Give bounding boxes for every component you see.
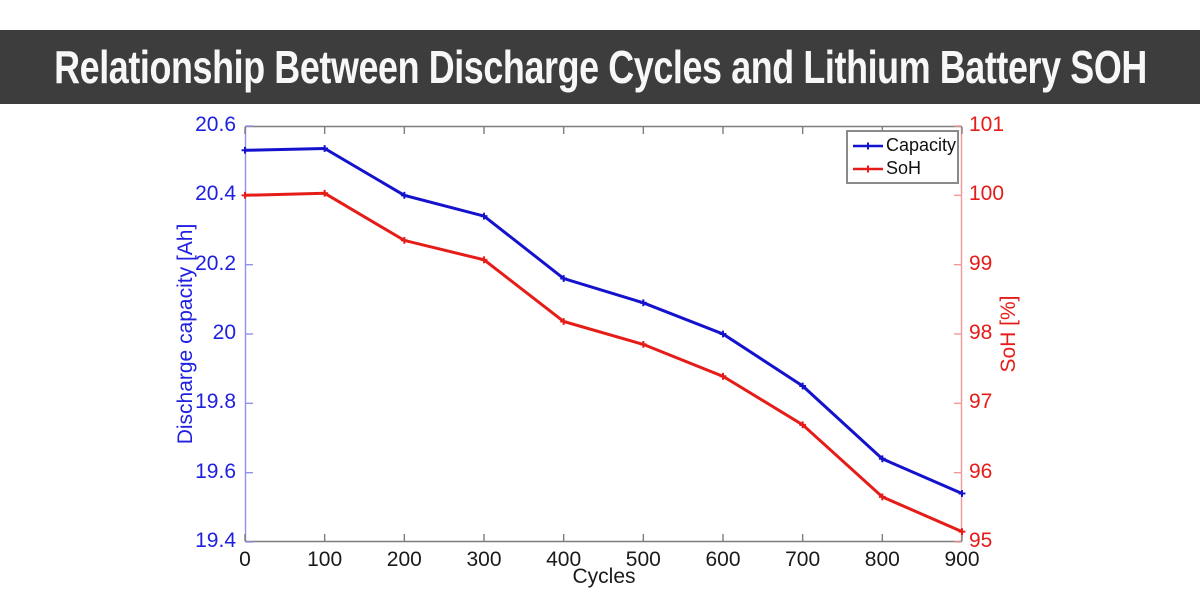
y-tick-label-left: 19.4 xyxy=(195,529,236,552)
x-tick-label: 300 xyxy=(466,548,502,571)
capacity-marker xyxy=(719,330,727,338)
legend-row: Capacity xyxy=(852,134,957,157)
legend-row: SoH xyxy=(852,157,955,180)
soh-marker xyxy=(958,528,966,535)
y-axis-label-right: SoH [%] xyxy=(997,295,1020,373)
soh-marker xyxy=(480,256,488,264)
x-tick-label: 200 xyxy=(386,548,422,571)
legend-label: Capacity xyxy=(886,135,957,155)
y-tick-label-right: 101 xyxy=(969,113,1005,136)
y-tick-label-left: 19.6 xyxy=(195,459,236,483)
soh-marker xyxy=(560,318,568,325)
capacity-marker xyxy=(480,212,488,220)
x-tick-label: 600 xyxy=(705,548,741,571)
y-tick-label-right: 98 xyxy=(969,321,993,344)
chart-plot-area xyxy=(241,125,966,543)
capacity-marker xyxy=(241,146,249,154)
capacity-marker xyxy=(321,145,329,152)
soh-line xyxy=(244,191,963,533)
y-tick-label-left: 20.4 xyxy=(195,182,236,206)
y-tick-label-right: 99 xyxy=(969,251,993,275)
page-title: Relationship Between Discharge Cycles an… xyxy=(53,41,1147,93)
title-banner: Relationship Between Discharge Cycles an… xyxy=(0,30,1200,104)
x-axis-label: Cycles xyxy=(572,565,636,588)
soh-marker xyxy=(400,237,408,244)
x-tick-label: 0 xyxy=(239,548,251,571)
y-tick-label-right: 95 xyxy=(969,529,993,552)
soh-marker xyxy=(878,493,886,501)
legend-marker-icon xyxy=(864,165,872,172)
capacity-marker xyxy=(878,455,886,463)
legend: Capacity SoH xyxy=(846,130,959,184)
y-tick-label-left: 20 xyxy=(212,321,236,344)
y-tick-label-right: 96 xyxy=(969,459,993,483)
legend-label: SoH xyxy=(886,158,922,178)
y-tick-label-right: 100 xyxy=(969,182,1005,206)
y-tick-label-right: 97 xyxy=(969,390,993,414)
x-tick-label: 400 xyxy=(546,548,582,571)
soh-marker xyxy=(719,372,727,380)
soh-marker xyxy=(241,191,249,199)
legend-marker-icon xyxy=(864,142,872,149)
y-tick-label-left: 20.2 xyxy=(195,251,236,275)
x-tick-label: 500 xyxy=(625,548,661,571)
y-tick-label-left: 20.6 xyxy=(195,113,236,136)
x-tick-label: 700 xyxy=(785,548,821,571)
soh-marker xyxy=(321,189,329,197)
capacity-marker xyxy=(400,191,408,199)
capacity-marker xyxy=(799,382,807,390)
x-tick-label: 900 xyxy=(944,548,980,571)
capacity-marker xyxy=(560,275,568,282)
x-tick-label: 800 xyxy=(864,548,900,571)
y-tick-label-left: 19.8 xyxy=(195,390,236,414)
legend-sample-line xyxy=(853,165,883,172)
legend-sample-line xyxy=(853,142,883,149)
soh-marker xyxy=(799,421,807,429)
x-tick-label: 100 xyxy=(307,548,343,571)
y-axis-label-left: Discharge capacity [Ah] xyxy=(174,223,197,445)
soh-marker xyxy=(639,341,647,348)
capacity-marker xyxy=(639,299,647,307)
capacity-line xyxy=(244,146,963,495)
capacity-marker xyxy=(958,490,966,497)
